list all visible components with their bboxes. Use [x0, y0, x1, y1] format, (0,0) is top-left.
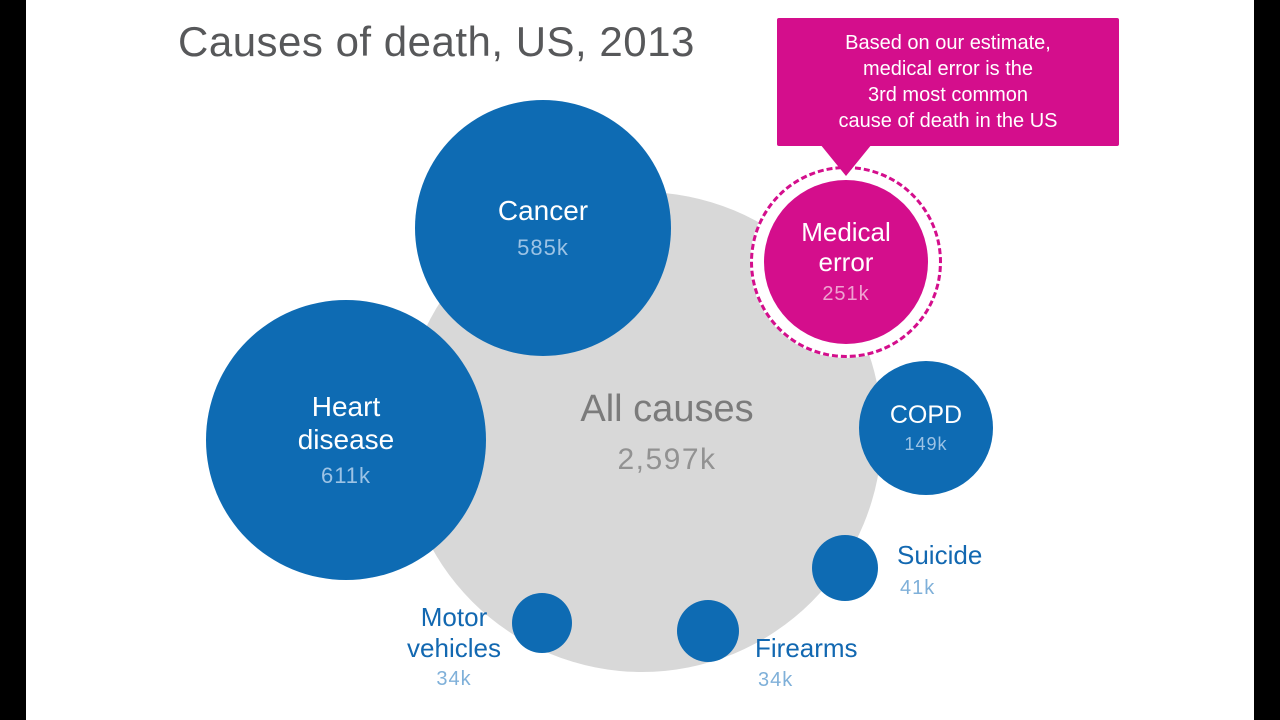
bubble-label-all-causes: All causes — [580, 387, 754, 430]
bubble-copd: COPD 149k — [859, 361, 993, 495]
annotation-line-1: Based on our estimate, — [845, 32, 1051, 54]
bubble-value-suicide: 41k — [900, 577, 936, 599]
bubble-label-firearms: Firearms — [755, 633, 858, 663]
bubble-medical-error: Medical error 251k — [764, 180, 928, 344]
annotation-line-2: medical error is the — [862, 58, 1034, 80]
annotation-line-3: 3rd most common — [867, 84, 1029, 106]
bubble-motor-vehicles — [512, 593, 572, 653]
bubble-label-copd: COPD — [889, 401, 963, 430]
bubble-value-copd: 149k — [904, 433, 948, 454]
bubble-all-causes-text: All causes 2,597k — [580, 388, 753, 477]
bubble-value-motor-vehicles: 34k — [436, 668, 472, 690]
annotation-callout: Based on our estimate, medical error is … — [777, 18, 1119, 146]
bubble-firearms — [677, 600, 739, 662]
bubble-suicide — [812, 535, 878, 601]
letterbox-bar-right — [1254, 0, 1280, 720]
bubble-cancer: Cancer 585k — [415, 100, 671, 356]
chart-title: Causes of death, US, 2013 — [178, 18, 695, 65]
bubble-value-firearms: 34k — [758, 669, 794, 691]
bubble-label-cancer: Cancer — [497, 195, 589, 227]
callout-pointer-icon — [820, 144, 872, 176]
bubble-label-heart-disease: Heart disease — [297, 391, 395, 455]
bubble-value-medical-error: 251k — [822, 282, 870, 305]
bubble-value-heart-disease: 611k — [320, 462, 372, 488]
bubble-value-all-causes: 2,597k — [617, 442, 717, 476]
bubble-value-cancer: 585k — [517, 234, 569, 260]
bubble-heart-disease: Heart disease 611k — [206, 300, 486, 580]
letterbox-bar-left — [0, 0, 26, 720]
bubble-medical-error-dashed-ring: Medical error 251k — [750, 166, 942, 358]
bubble-label-suicide: Suicide — [897, 540, 983, 570]
bubble-label-motor-vehicles: Motor vehicles — [407, 602, 501, 664]
bubble-label-medical-error: Medical error — [801, 217, 891, 277]
annotation-line-4: cause of death in the US — [838, 110, 1058, 132]
